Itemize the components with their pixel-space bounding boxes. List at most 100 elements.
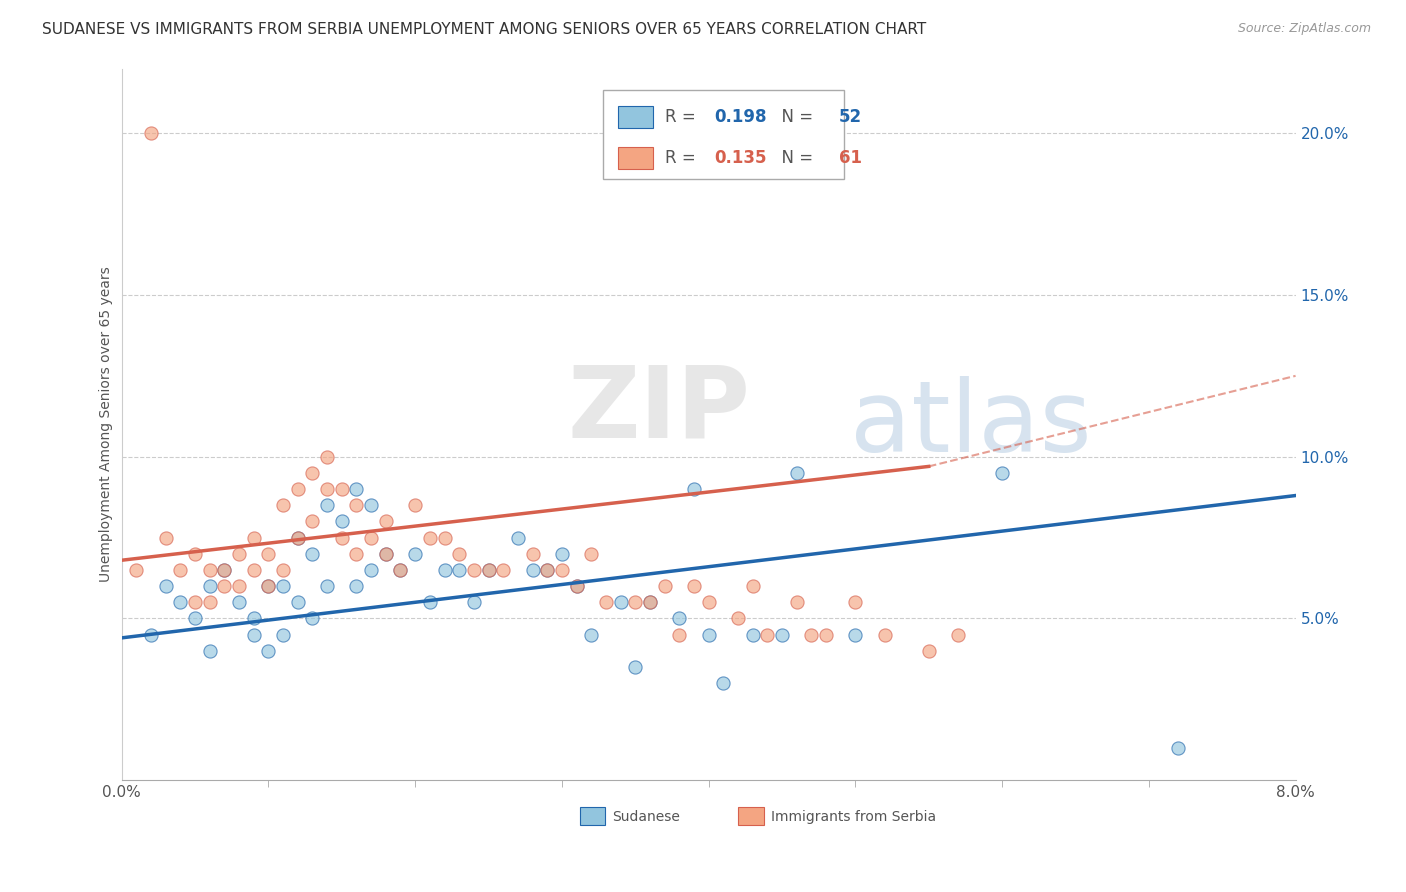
Point [301,611,323,625]
Point [139,627,162,641]
Point [316,450,339,464]
Point [139,126,162,140]
Point [125,563,148,577]
Point [756,627,779,641]
Point [316,579,339,593]
Point [330,482,353,496]
FancyBboxPatch shape [619,106,654,128]
Point [287,531,309,545]
Point [228,595,250,609]
Point [346,482,368,496]
Point [330,531,353,545]
Point [257,579,280,593]
Point [624,660,647,674]
Y-axis label: Unemployment Among Seniors over 65 years: Unemployment Among Seniors over 65 years [100,267,114,582]
Text: N =: N = [770,149,818,167]
Text: N =: N = [770,108,818,126]
Text: R =: R = [665,149,702,167]
Point [169,563,191,577]
Text: 0.198: 0.198 [714,108,768,126]
Point [668,611,690,625]
Point [301,547,323,561]
Text: Sudanese: Sudanese [613,810,681,823]
Point [638,595,661,609]
Text: Source: ZipAtlas.com: Source: ZipAtlas.com [1237,22,1371,36]
Point [581,547,603,561]
FancyBboxPatch shape [619,146,654,169]
Point [242,627,264,641]
Point [389,563,412,577]
Point [301,515,323,529]
FancyBboxPatch shape [579,807,606,825]
Point [198,644,221,658]
Text: 61: 61 [839,149,862,167]
Point [214,579,236,593]
Point [711,676,734,690]
Point [918,644,941,658]
Point [184,611,207,625]
Point [565,579,588,593]
Point [770,627,793,641]
Point [404,498,426,512]
Point [492,563,515,577]
Point [565,579,588,593]
Point [654,579,676,593]
Point [346,498,368,512]
Point [214,563,236,577]
Point [360,531,382,545]
FancyBboxPatch shape [603,90,844,178]
Point [449,547,471,561]
Point [522,563,544,577]
Point [536,563,558,577]
Point [271,579,294,593]
Point [198,595,221,609]
Point [683,579,706,593]
Point [242,563,264,577]
Point [301,466,323,480]
Point [463,563,485,577]
Point [374,547,396,561]
Point [257,644,280,658]
Text: 0.135: 0.135 [714,149,768,167]
Point [1167,740,1189,755]
Point [228,579,250,593]
Point [169,595,191,609]
Point [360,498,382,512]
Point [228,547,250,561]
FancyBboxPatch shape [738,807,763,825]
Point [242,611,264,625]
Point [389,563,412,577]
Point [522,547,544,561]
Text: SUDANESE VS IMMIGRANTS FROM SERBIA UNEMPLOYMENT AMONG SENIORS OVER 65 YEARS CORR: SUDANESE VS IMMIGRANTS FROM SERBIA UNEMP… [42,22,927,37]
Point [214,563,236,577]
Point [991,466,1014,480]
Point [551,563,574,577]
Point [330,515,353,529]
Point [844,595,866,609]
Point [374,547,396,561]
Point [184,595,207,609]
Text: R =: R = [665,108,702,126]
Point [287,531,309,545]
Point [155,531,177,545]
Point [815,627,838,641]
Point [360,563,382,577]
Text: ZIP: ZIP [568,361,751,458]
Point [683,482,706,496]
Point [463,595,485,609]
Point [741,627,763,641]
Point [624,595,647,609]
Text: 52: 52 [839,108,862,126]
Point [551,547,574,561]
Point [346,579,368,593]
Point [242,531,264,545]
Point [581,627,603,641]
Point [374,515,396,529]
Point [477,563,499,577]
Point [257,579,280,593]
Point [316,498,339,512]
Point [316,482,339,496]
Point [184,547,207,561]
Point [536,563,558,577]
Point [271,627,294,641]
